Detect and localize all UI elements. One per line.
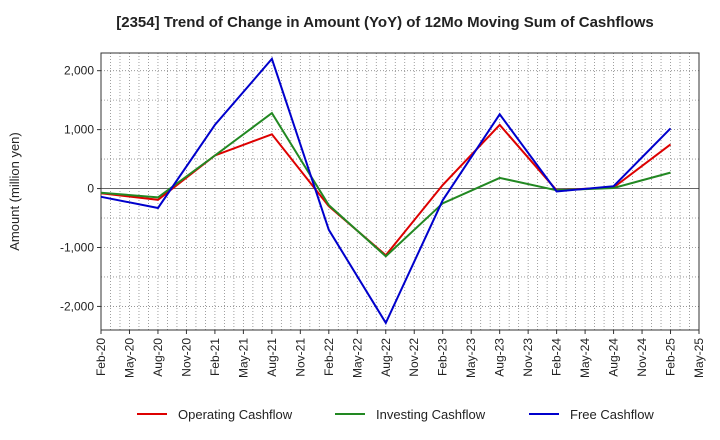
y-tick-label: 0 (87, 182, 94, 196)
x-tick-label: Nov-20 (179, 338, 193, 377)
x-tick-label: Nov-23 (521, 338, 535, 377)
x-tick-label: Aug-21 (265, 338, 279, 377)
legend-label: Free Cashflow (570, 407, 654, 422)
x-tick-label: Feb-23 (436, 338, 450, 376)
plot-frame (100, 52, 700, 331)
x-tick-label: May-24 (578, 338, 592, 378)
chart-title: [2354] Trend of Change in Amount (YoY) o… (116, 14, 654, 31)
x-tick-label: May-21 (236, 338, 250, 378)
series-layer (100, 56, 672, 326)
y-tick-label: -2,000 (60, 299, 94, 313)
x-tick-label: Nov-22 (407, 338, 421, 377)
x-tick-label: Feb-22 (322, 338, 336, 376)
y-tick-label: 2,000 (64, 64, 94, 78)
x-tick-label: Aug-23 (493, 338, 507, 377)
x-tick-label: Feb-25 (664, 338, 678, 376)
x-tick-label: May-25 (692, 338, 706, 378)
y-axis-label: Amount (million yen) (7, 132, 22, 251)
y-tick-label: -1,000 (60, 240, 94, 254)
legend-label: Investing Cashflow (376, 407, 486, 422)
x-tick-label: Feb-20 (94, 338, 108, 376)
x-tick-label: Aug-24 (607, 338, 621, 377)
axes-layer: 2,000 1,000 0 -1,000 -2,000 Feb-20 May-20 Aug-2… (7, 52, 706, 378)
x-tick-label: Aug-20 (151, 338, 165, 377)
legend: Operating Cashflow Investing Cashflow Free… (137, 407, 654, 422)
series-line-free-cashflow (100, 56, 672, 326)
x-tick-label: Nov-24 (635, 338, 649, 377)
x-tick-label: Feb-24 (550, 338, 564, 376)
grid-layer (100, 53, 700, 330)
x-tick-label: May-23 (464, 338, 478, 378)
x-tick-label: May-22 (350, 338, 364, 378)
x-tick-label: May-20 (122, 338, 136, 378)
x-tick-label: Aug-22 (379, 338, 393, 377)
y-tick-label: 1,000 (64, 123, 94, 137)
x-tick-label: Nov-21 (293, 338, 307, 377)
x-tick-label: Feb-21 (208, 338, 222, 376)
legend-label: Operating Cashflow (178, 407, 293, 422)
